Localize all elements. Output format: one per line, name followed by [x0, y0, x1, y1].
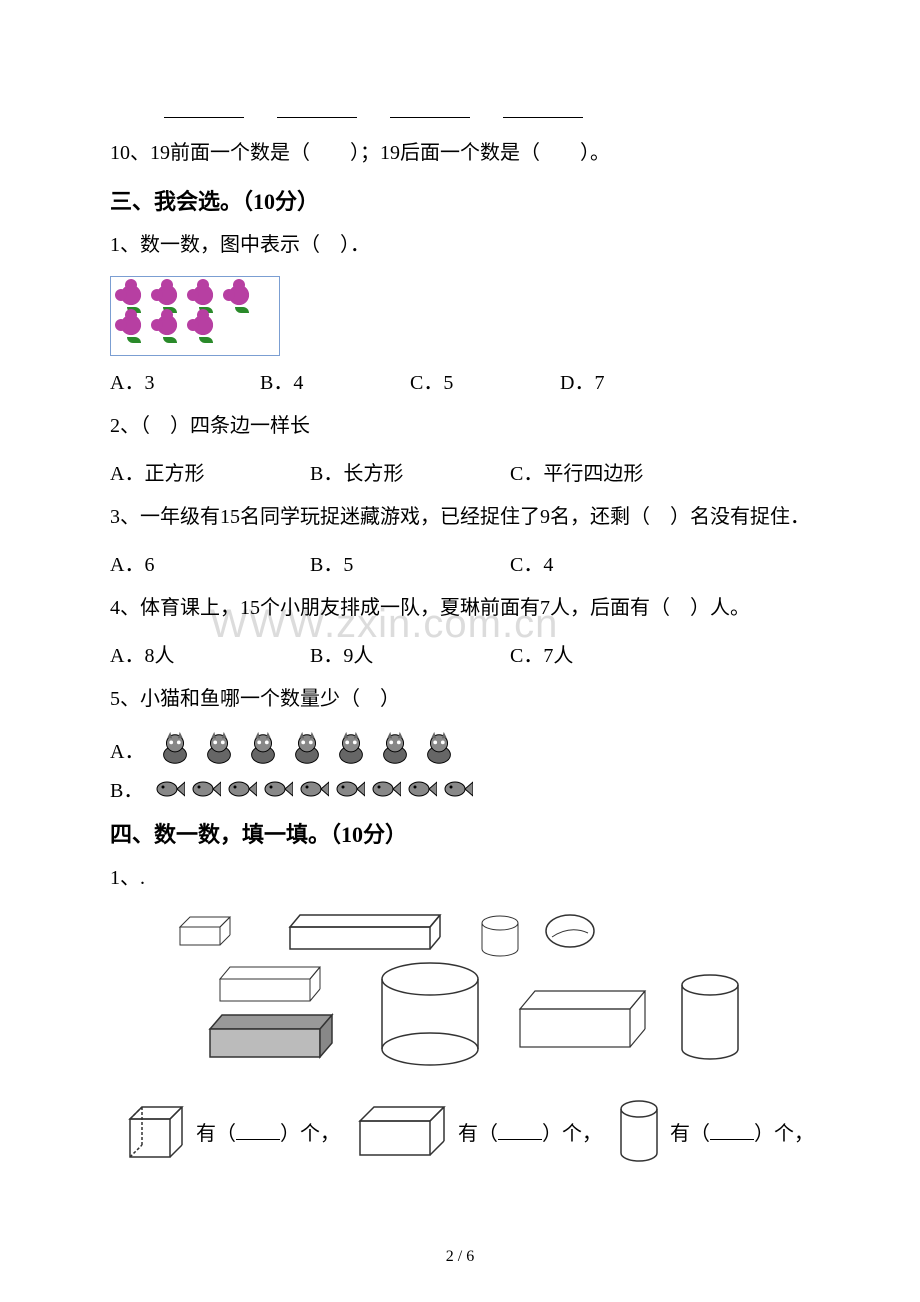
fish-icon — [335, 776, 365, 802]
q3-4-options: A．8人 B．9人 C．7人 — [110, 639, 820, 668]
option-b: B．长方形 — [310, 457, 510, 486]
option-b: B．9人 — [310, 639, 510, 668]
count-cylinder: 有（）个， — [614, 1097, 814, 1165]
cat-icon — [156, 730, 194, 768]
q4-1-label: 1、. — [110, 861, 820, 895]
q3-1-options: A．3 B．4 C．5 D．7 — [110, 366, 820, 395]
q3-1-stem: 1、数一数，图中表示（ ）． — [110, 228, 820, 262]
q3-3-stem: 3、一年级有15名同学玩捉迷藏游戏，已经捉住了9名，还剩（ ）名没有捉住． — [110, 500, 820, 534]
flower-icon — [153, 311, 181, 339]
count-text: 有（）个， — [458, 1117, 602, 1146]
blank-line — [164, 100, 244, 118]
shapes-svg — [120, 909, 800, 1079]
count-text: 有（）个， — [196, 1117, 340, 1146]
fish-icon — [191, 776, 221, 802]
flower-icon — [153, 281, 181, 309]
section-4-title: 四、数一数，填一填。（10分） — [110, 817, 820, 849]
count-row: 有（）个， 有（）个， 有（）个， — [120, 1097, 820, 1165]
blank-line — [390, 100, 470, 118]
fish-icon — [299, 776, 329, 802]
blank-line — [277, 100, 357, 118]
option-c: C．5 — [410, 366, 560, 395]
section-3-title: 三、我会选。（10分） — [110, 184, 820, 216]
option-b-label: B． — [110, 774, 143, 803]
q3-2-options: A．正方形 B．长方形 C．平行四边形 — [110, 457, 820, 486]
cat-icon — [244, 730, 282, 768]
option-d: D．7 — [560, 366, 710, 395]
flower-icon — [225, 281, 253, 309]
option-c: C．7人 — [510, 639, 710, 668]
fish-icon — [263, 776, 293, 802]
flowers-figure — [110, 276, 280, 356]
flower-row-top — [117, 281, 273, 309]
flower-icon — [189, 281, 217, 309]
flower-icon — [117, 311, 145, 339]
cat-icon — [332, 730, 370, 768]
shapes-figure — [120, 909, 820, 1079]
cat-icon — [288, 730, 326, 768]
q3-2-stem: 2、（ ）四条边一样长 — [110, 409, 820, 443]
fish-icon — [443, 776, 473, 802]
count-cube: 有（）个， — [120, 1099, 340, 1163]
q3-5-stem: 5、小猫和鱼哪一个数量少（ ） — [110, 682, 820, 716]
q3-4-stem: 4、体育课上，15个小朋友排成一队，夏琳前面有7人，后面有（ ）人。 — [110, 591, 820, 625]
option-c: C．4 — [510, 548, 710, 577]
option-b: B．4 — [260, 366, 410, 395]
flower-icon — [189, 311, 217, 339]
q3-3-options: A．6 B．5 C．4 — [110, 548, 820, 577]
fish-icon — [227, 776, 257, 802]
fish-icon — [407, 776, 437, 802]
question-10: 10、19前面一个数是（ ）；19后面一个数是（ ）。 — [110, 136, 820, 170]
cylinder-icon — [614, 1097, 664, 1165]
option-b: B．5 — [310, 548, 510, 577]
count-cuboid: 有（）个， — [352, 1099, 602, 1163]
q3-5-option-b: B． — [110, 774, 820, 803]
fish-icon — [371, 776, 401, 802]
option-a: A．8人 — [110, 639, 310, 668]
cat-icon — [420, 730, 458, 768]
cat-icon — [376, 730, 414, 768]
cuboid-icon — [352, 1099, 452, 1163]
page-number: 2 / 6 — [0, 1248, 920, 1266]
option-a-label: A． — [110, 735, 144, 764]
option-c: C．平行四边形 — [510, 457, 710, 486]
option-a: A．正方形 — [110, 457, 310, 486]
count-text: 有（）个， — [670, 1117, 814, 1146]
flower-row-bottom — [117, 311, 273, 339]
blank-lines-row — [150, 100, 820, 124]
cat-icon — [200, 730, 238, 768]
option-a: A．3 — [110, 366, 260, 395]
flower-icon — [117, 281, 145, 309]
cube-icon — [120, 1099, 190, 1163]
blank-line — [503, 100, 583, 118]
option-a: A．6 — [110, 548, 310, 577]
fish-icon — [155, 776, 185, 802]
q3-5-option-a: A． — [110, 730, 820, 768]
